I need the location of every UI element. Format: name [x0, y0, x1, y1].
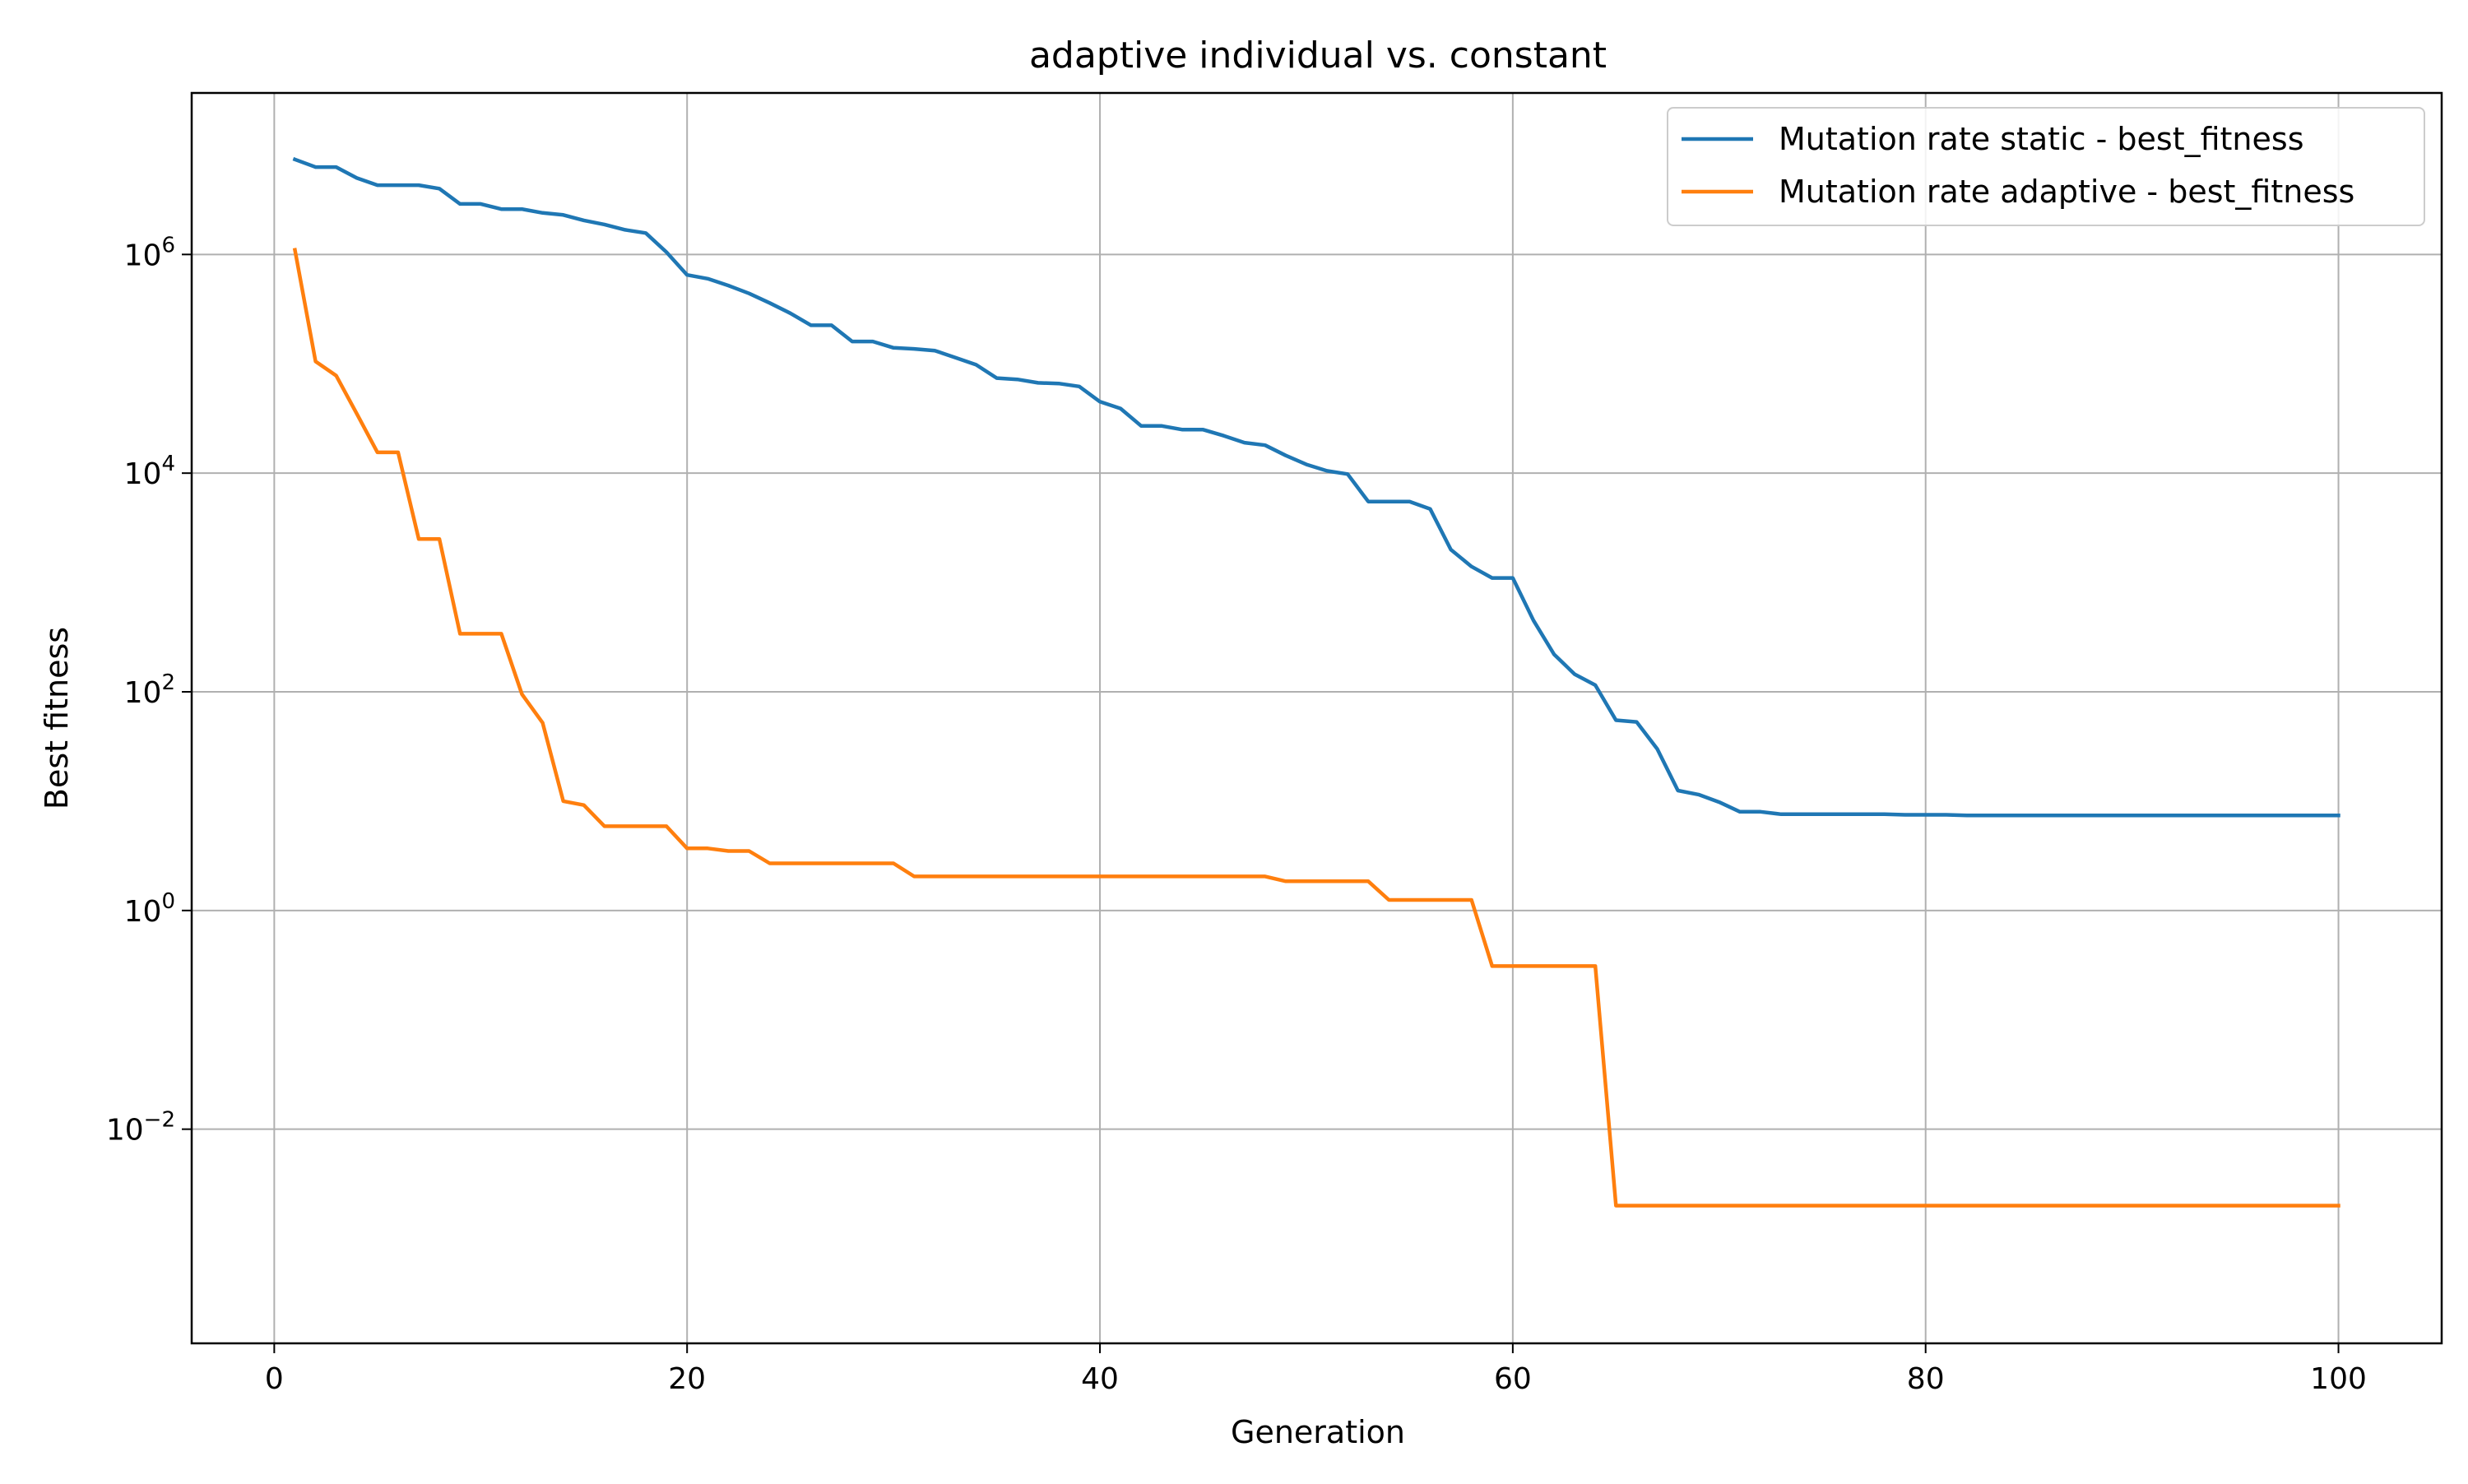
- y-tick-label-exponent: −2: [144, 1108, 175, 1133]
- chart-title: adaptive individual vs. constant: [1029, 35, 1607, 77]
- y-tick-label-base: 10: [106, 1114, 144, 1148]
- x-tick-label: 20: [668, 1362, 706, 1396]
- y-tick-label-exponent: 2: [161, 670, 175, 695]
- y-tick-label: 102: [124, 670, 175, 710]
- grid-lines: [192, 93, 2442, 1343]
- legend: Mutation rate static - best_fitness Mutat…: [1667, 107, 2425, 226]
- y-tick-label-base: 10: [124, 457, 162, 491]
- legend-label: Mutation rate adaptive - best_fitness: [1779, 174, 2354, 210]
- y-tick-label: 100: [124, 889, 175, 929]
- y-tick-label: 10−2: [106, 1108, 175, 1148]
- y-tick-label: 106: [124, 233, 175, 272]
- y-tick-label-base: 10: [124, 895, 162, 929]
- y-tick-label-exponent: 0: [161, 889, 175, 914]
- legend-box: [1667, 107, 2425, 226]
- legend-label: Mutation rate static - best_fitness: [1779, 121, 2304, 157]
- y-axis-label: Best fitness: [39, 627, 75, 809]
- y-tick-label-base: 10: [124, 239, 162, 272]
- x-axis-label: Generation: [1231, 1414, 1405, 1450]
- y-tick-label: 104: [124, 452, 175, 491]
- plot-area-frame: [190, 91, 2443, 1345]
- series-layer: [292, 156, 2340, 1208]
- y-tick-label-base: 10: [124, 676, 162, 710]
- x-tick-label: 0: [265, 1362, 284, 1396]
- y-tick-label-exponent: 6: [161, 233, 175, 257]
- series-line-adaptive: [292, 248, 2340, 1208]
- series-line-static: [292, 156, 2340, 818]
- x-tick-label: 80: [1907, 1362, 1945, 1396]
- x-tick-label: 100: [2310, 1362, 2367, 1396]
- x-tick-label: 60: [1494, 1362, 1532, 1396]
- y-tick-label-exponent: 4: [161, 452, 175, 476]
- x-tick-label: 40: [1081, 1362, 1119, 1396]
